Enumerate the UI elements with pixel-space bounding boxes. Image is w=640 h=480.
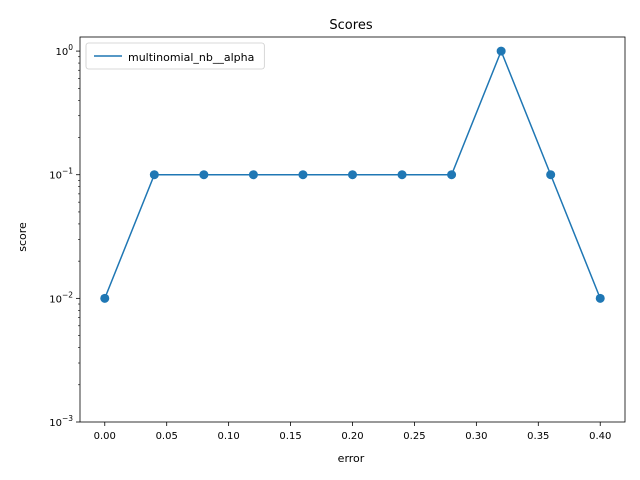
axes-frame <box>79 36 626 423</box>
legend-label: multinomial_nb__alpha <box>128 51 254 64</box>
y-tick-label: 10−3 <box>49 414 73 429</box>
y-axis-label: score <box>16 222 29 252</box>
x-tick-label: 0.35 <box>527 431 549 442</box>
x-tick-label: 0.15 <box>279 431 301 442</box>
data-point <box>447 170 457 180</box>
data-point <box>397 170 407 180</box>
x-tick-label: 0.00 <box>94 431 116 442</box>
plot-area: 0.00 0.05 0.10 0.15 0.20 0.25 0.30 0.35 0.40 10−3… <box>49 36 626 442</box>
x-tick-label: 0.10 <box>218 431 240 442</box>
data-point <box>248 170 258 180</box>
x-tick-label: 0.25 <box>403 431 425 442</box>
legend-box <box>85 42 265 70</box>
data-point <box>149 170 159 180</box>
data-point <box>199 170 209 180</box>
x-tick-label: 0.05 <box>156 431 178 442</box>
data-point <box>496 46 506 56</box>
data-point <box>348 170 357 180</box>
y-tick-label: 10−2 <box>49 290 73 305</box>
data-point <box>298 170 308 180</box>
x-tick-label: 0.20 <box>341 431 363 442</box>
x-tick-label: 0.30 <box>465 431 487 442</box>
data-point <box>546 170 556 180</box>
x-axis-label: error <box>338 452 365 465</box>
data-point <box>100 293 110 303</box>
x-tick-label: 0.40 <box>589 431 611 442</box>
y-tick-label: 10−1 <box>49 167 73 182</box>
y-tick-label: 100 <box>55 43 73 58</box>
chart-title: Scores <box>329 18 372 33</box>
data-point <box>595 293 605 303</box>
legend: multinomial_nb__alpha <box>85 42 265 70</box>
